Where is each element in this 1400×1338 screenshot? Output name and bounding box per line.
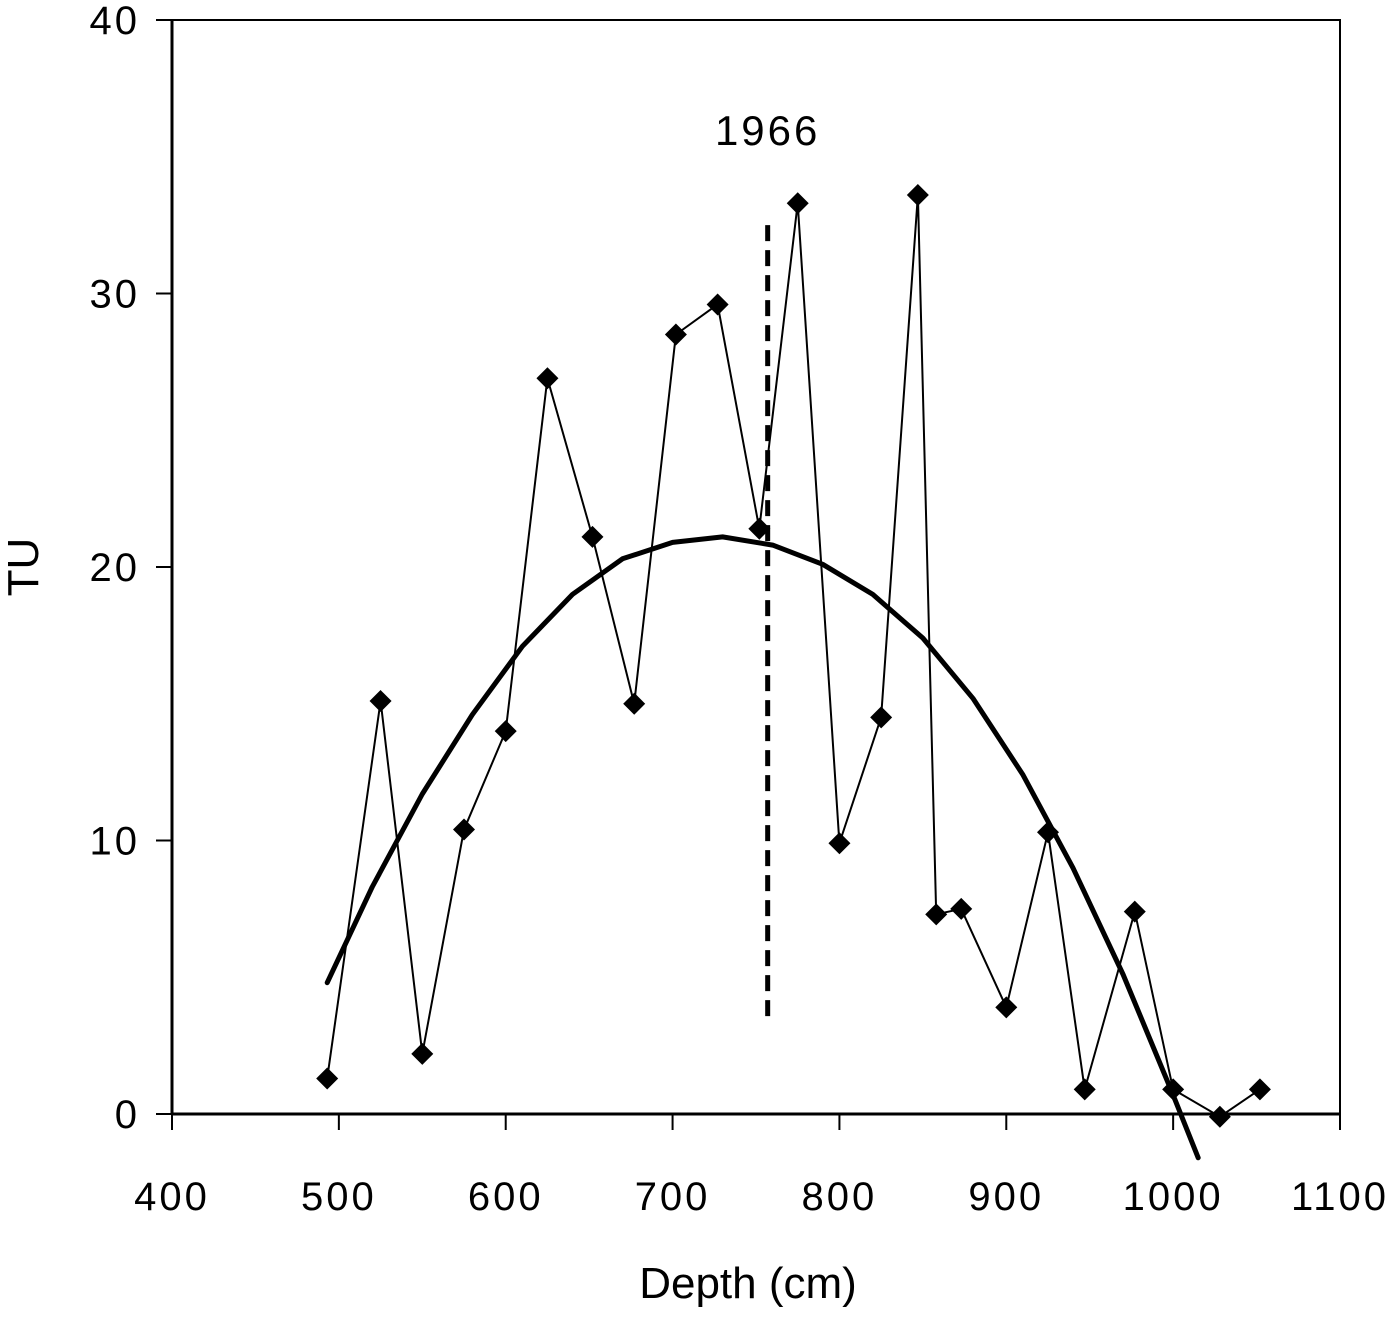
- x-tick-label: 1000: [1123, 1175, 1224, 1219]
- y-tick-label: 30: [90, 273, 141, 317]
- data-point-marker: [995, 996, 1018, 1019]
- data-point-marker: [748, 517, 771, 540]
- data-point-marker: [906, 184, 929, 207]
- data-point-marker: [706, 293, 729, 316]
- data-point-marker: [623, 692, 646, 715]
- data-point-marker: [453, 818, 475, 841]
- x-tick-label: 800: [802, 1175, 878, 1219]
- data-point-marker: [316, 1067, 339, 1090]
- data-point-marker: [664, 323, 687, 346]
- x-tick-label: 1100: [1291, 1175, 1389, 1219]
- data-point-marker: [1073, 1078, 1096, 1101]
- x-axis-ticks: 400 500 600 700 800 900 1000 1100: [134, 1114, 1389, 1219]
- x-axis-title: Depth (cm): [639, 1259, 857, 1308]
- y-tick-label: 40: [90, 0, 141, 43]
- x-tick-label: 900: [968, 1175, 1044, 1219]
- plot-area-frame: [171, 19, 1341, 1115]
- data-point-marker: [950, 897, 973, 920]
- y-tick-label: 0: [115, 1093, 140, 1137]
- data-point-marker: [1248, 1078, 1271, 1101]
- data-point-marker: [1123, 900, 1146, 923]
- fitted-curve: [324, 534, 1201, 1161]
- data-point-marker: [828, 832, 851, 855]
- data-point-marker: [925, 903, 948, 926]
- x-tick-label: 400: [134, 1175, 210, 1219]
- x-tick-label: 500: [301, 1175, 377, 1219]
- data-point-marker: [786, 192, 809, 215]
- data-point-marker: [411, 1042, 434, 1065]
- data-point-marker: [1208, 1105, 1231, 1128]
- data-point-marker: [369, 690, 392, 713]
- y-tick-label: 20: [90, 546, 141, 590]
- annotation-layer: 1966: [715, 107, 820, 1022]
- data-point-marker: [536, 367, 559, 390]
- x-tick-label: 600: [468, 1175, 544, 1219]
- series-layer: [316, 184, 1271, 1161]
- data-point-marker: [870, 706, 893, 729]
- data-point-marker: [581, 525, 604, 548]
- data-point-marker: [1037, 821, 1059, 844]
- data-point-marker: [494, 720, 517, 743]
- observed-series-line: [326, 194, 1261, 1118]
- y-tick-label: 10: [90, 820, 141, 864]
- year-marker-label: 1966: [715, 107, 820, 154]
- y-axis-ticks: 0 10 20 30 40: [90, 0, 172, 1137]
- data-point-marker: [1162, 1078, 1185, 1101]
- y-axis-title: TU: [0, 538, 48, 597]
- x-tick-label: 700: [635, 1175, 711, 1219]
